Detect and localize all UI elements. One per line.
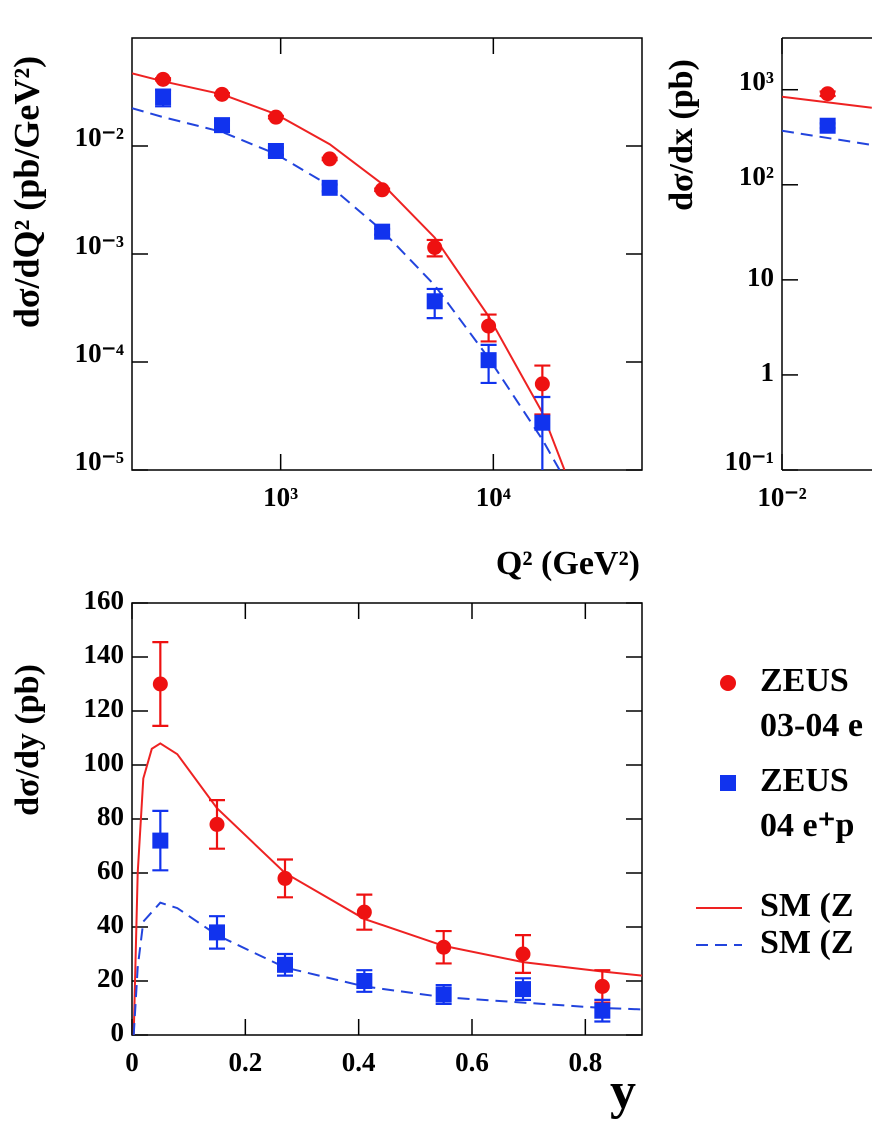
- model-curve: [132, 72, 566, 470]
- data-point: [427, 239, 443, 255]
- x-tick-label: 0.2: [228, 1047, 262, 1077]
- y-tick-label: 10: [747, 262, 774, 292]
- data-point: [374, 223, 391, 240]
- y-tick-label: 120: [84, 693, 125, 723]
- y-tick-label: 1: [761, 357, 775, 387]
- y-axis-title: dσ/dx (pb): [663, 59, 700, 211]
- x-tick-label: 0: [125, 1047, 139, 1077]
- y-tick-label: 60: [97, 855, 124, 885]
- x-tick-label: 0.6: [455, 1047, 489, 1077]
- model-curve: [782, 95, 872, 109]
- legend-label: 03-04 e: [760, 707, 863, 744]
- y-axis-title: dσ/dQ² (pb/GeV²): [6, 56, 46, 328]
- y-tick-label: 100: [84, 747, 125, 777]
- data-point: [374, 182, 390, 198]
- legend-label: SM (Z: [760, 887, 854, 924]
- data-point: [155, 71, 171, 87]
- data-point: [356, 904, 372, 920]
- legend-marker: [720, 675, 736, 691]
- x-axis-title: Q² (GeV²): [496, 545, 640, 582]
- legend-label: ZEUS: [760, 762, 849, 799]
- model-curve: [132, 901, 642, 1035]
- data-point: [209, 816, 225, 832]
- y-tick-label: 10⁻³: [75, 230, 124, 260]
- x-tick-label: 0.8: [568, 1047, 602, 1077]
- plot-frame: [131, 602, 643, 1036]
- data-point: [209, 924, 225, 941]
- x-tick-label: 0.4: [342, 1047, 376, 1077]
- y-tick-label: 10⁻⁵: [75, 446, 124, 476]
- data-point: [268, 109, 284, 125]
- y-tick-label: 10⁻²: [75, 122, 124, 152]
- data-point: [820, 86, 836, 102]
- data-point: [267, 142, 284, 159]
- data-point: [436, 939, 452, 955]
- model-curve: [132, 107, 561, 470]
- data-point: [152, 676, 168, 692]
- x-tick-label: 10⁻²: [757, 482, 806, 512]
- data-point: [435, 986, 452, 1003]
- legend-label: SM (Z: [760, 924, 854, 961]
- plot-area: [132, 641, 642, 1035]
- data-point: [277, 956, 293, 973]
- x-axis-title: y: [610, 1063, 636, 1120]
- y-tick-label: 10⁻¹: [725, 446, 774, 476]
- data-point: [819, 117, 836, 134]
- data-point: [214, 86, 230, 102]
- x-tick-label: 10³: [263, 482, 298, 512]
- data-point: [594, 978, 610, 994]
- y-tick-label: 10⁻⁴: [75, 338, 124, 368]
- y-tick-label: 10²: [739, 161, 774, 191]
- error-bar: [534, 395, 551, 470]
- y-tick-label: 40: [97, 909, 124, 939]
- data-point: [356, 973, 373, 989]
- plot-area: [782, 86, 872, 146]
- data-point: [515, 981, 531, 998]
- data-point: [594, 1002, 611, 1019]
- data-point: [322, 151, 338, 167]
- data-point: [155, 89, 172, 106]
- legend-marker: [720, 775, 736, 791]
- y-tick-label: 80: [97, 801, 124, 831]
- y-tick-label: 20: [97, 963, 124, 993]
- y-axis-title: dσ/dy (pb): [9, 664, 46, 816]
- data-point: [534, 414, 551, 431]
- y-tick-label: 140: [84, 639, 125, 669]
- x-tick-label: 10⁴: [476, 482, 511, 512]
- legend-label: 04 e⁺p: [760, 807, 854, 844]
- data-point: [515, 946, 531, 962]
- data-point: [321, 179, 338, 196]
- data-point: [480, 352, 497, 369]
- plot-frame: [131, 37, 643, 471]
- data-point: [426, 293, 443, 310]
- y-tick-label: 0: [111, 1017, 125, 1047]
- model-curve: [132, 742, 642, 1035]
- data-point: [214, 117, 231, 134]
- data-point: [277, 870, 293, 886]
- model-curve: [782, 129, 872, 146]
- data-point: [152, 832, 169, 849]
- data-point: [534, 376, 550, 392]
- y-tick-label: 10³: [739, 66, 774, 96]
- data-point: [481, 318, 497, 334]
- y-tick-label: 160: [84, 585, 125, 615]
- plot-area: [132, 71, 566, 470]
- legend-label: ZEUS: [760, 662, 849, 699]
